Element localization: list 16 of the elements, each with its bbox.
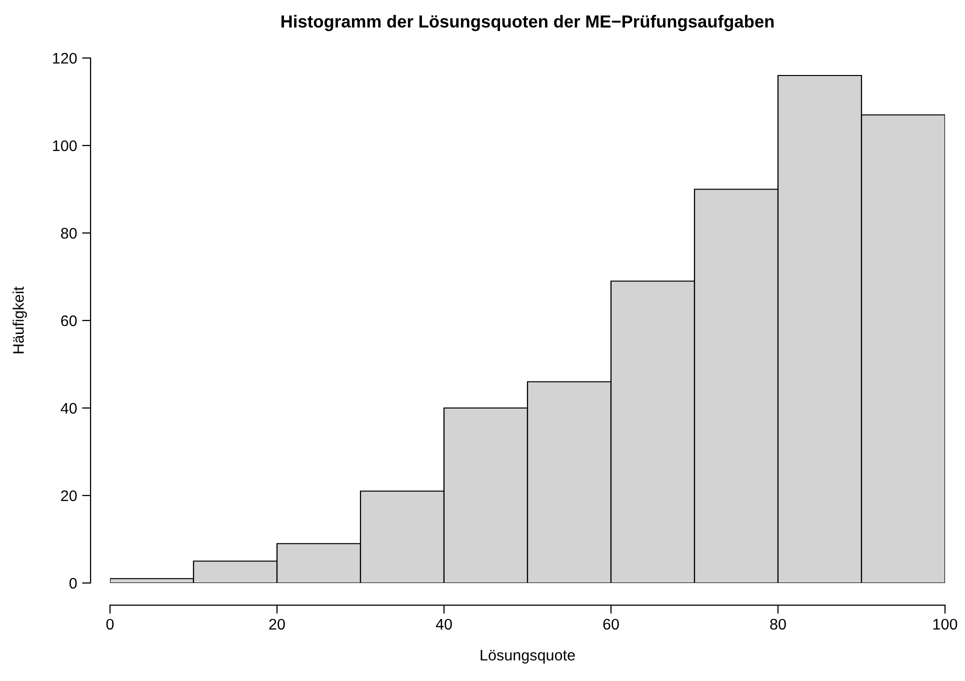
y-tick-label: 20 [61, 490, 77, 502]
y-tick-label: 60 [61, 315, 77, 326]
x-tick-label: 60 [603, 618, 619, 630]
y-tick-label: 80 [61, 228, 77, 239]
x-axis-title: Lösungsquote [480, 650, 575, 664]
y-axis-title: Häufigkeit [12, 286, 27, 354]
x-tick-label: 0 [106, 618, 114, 630]
x-tick-label: 80 [770, 618, 786, 630]
y-tick-label: 0 [69, 578, 77, 589]
x-tick-label: 100 [933, 618, 958, 630]
x-tick-label: 20 [269, 618, 285, 630]
x-tick-label: 40 [436, 618, 452, 630]
chart-title: Histogramm der Lösungsquoten der ME−Prüfungsaufgaben [282, 14, 774, 32]
y-tick-label: 100 [53, 140, 77, 152]
y-tick-label: 120 [53, 52, 77, 64]
y-tick-label: 40 [60, 402, 77, 414]
